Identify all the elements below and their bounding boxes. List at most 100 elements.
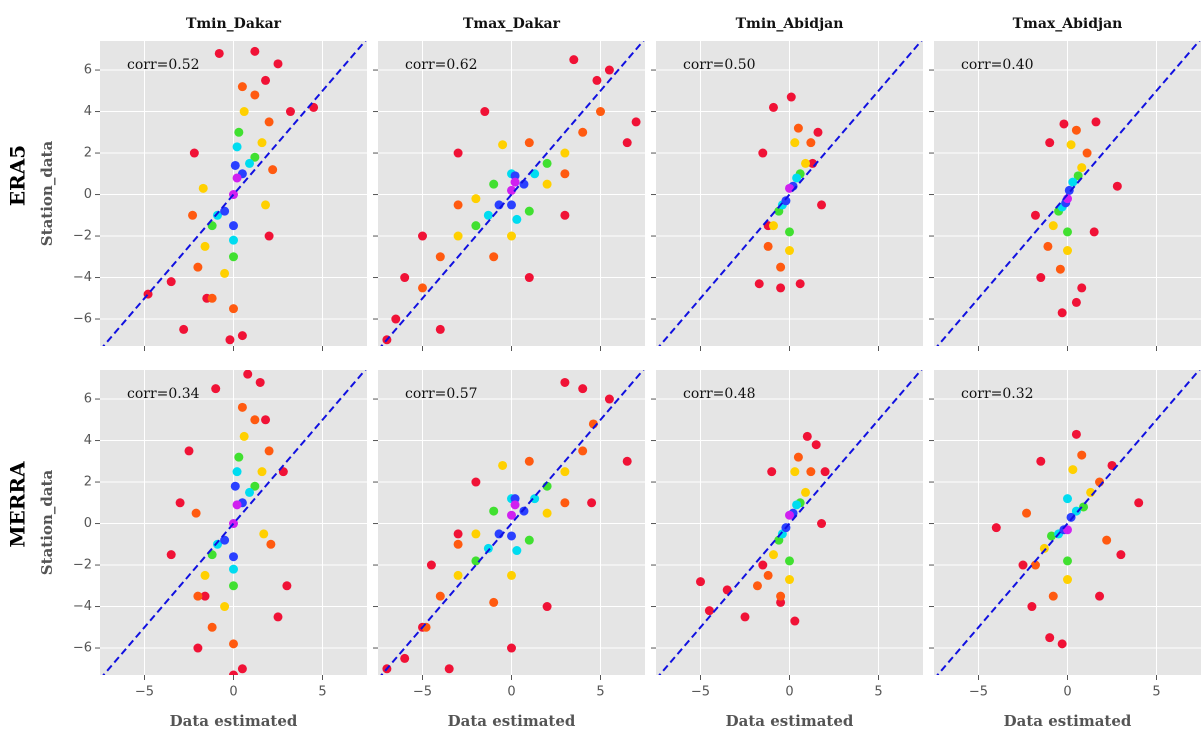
x-axis-label: Data estimated <box>1004 712 1132 730</box>
point <box>471 194 481 204</box>
panel: corr=0.40 Tmax_Abidjan <box>929 16 1201 351</box>
point <box>232 467 242 477</box>
point <box>391 314 401 324</box>
point <box>542 602 552 612</box>
point <box>1046 531 1056 541</box>
point <box>560 467 570 477</box>
point <box>542 158 552 168</box>
point <box>1027 602 1037 612</box>
x-tick-label: 5 <box>596 685 604 700</box>
y-tick-label: 6 <box>84 63 92 78</box>
point <box>435 252 445 262</box>
points <box>102 370 367 675</box>
point <box>188 210 198 220</box>
point <box>453 570 463 580</box>
points <box>380 41 645 346</box>
points <box>658 41 923 346</box>
point <box>792 500 802 510</box>
point <box>184 446 194 456</box>
y-tick-label: −2 <box>73 229 92 244</box>
point <box>255 377 265 387</box>
point <box>806 467 816 477</box>
point <box>264 446 274 456</box>
point <box>754 279 764 289</box>
point <box>813 127 823 137</box>
panel-title: Tmin_Dakar <box>186 16 282 32</box>
point <box>758 560 768 570</box>
point <box>426 560 436 570</box>
point <box>1112 181 1122 191</box>
point <box>510 500 520 510</box>
point <box>1066 512 1076 522</box>
point <box>507 231 516 241</box>
point <box>507 510 516 520</box>
panel: −5 0 5 corr=0.48 Data estimated <box>651 370 923 730</box>
panel: corr=0.50 Tmin_Abidjan <box>651 16 923 351</box>
point <box>1045 633 1055 643</box>
annotation: corr=0.48 <box>683 386 756 402</box>
point <box>230 160 240 170</box>
point <box>507 570 516 580</box>
point <box>604 394 614 404</box>
point <box>229 670 238 675</box>
point <box>1066 140 1076 150</box>
point <box>801 158 811 168</box>
x-tick-label: 5 <box>1152 685 1160 700</box>
point <box>1082 148 1092 158</box>
point <box>453 200 463 210</box>
y-tick-label: −6 <box>73 312 92 327</box>
point <box>752 581 762 591</box>
point <box>250 481 260 491</box>
point <box>250 90 260 100</box>
panel: −5 0 5 corr=0.57 Data estimated <box>373 370 645 730</box>
point <box>229 564 238 574</box>
point <box>817 519 827 529</box>
x-tick-label: 5 <box>318 685 326 700</box>
point <box>578 446 588 456</box>
row-label: MERRA <box>6 461 30 548</box>
panel-title: Tmax_Dakar <box>463 16 561 32</box>
point <box>1068 177 1078 187</box>
point <box>1045 138 1055 148</box>
point <box>229 252 238 262</box>
point <box>250 46 260 56</box>
point <box>191 508 201 518</box>
point <box>524 535 534 545</box>
point <box>1068 465 1078 475</box>
y-tick-label: −2 <box>73 558 92 573</box>
point <box>785 510 794 520</box>
point <box>792 173 802 183</box>
point <box>166 550 176 560</box>
point <box>817 200 827 210</box>
point <box>234 452 244 462</box>
point <box>524 273 534 283</box>
point <box>763 241 773 251</box>
point <box>1071 125 1081 135</box>
point <box>1030 560 1040 570</box>
annotation: corr=0.50 <box>683 57 756 73</box>
x-tick-label: 0 <box>507 685 515 700</box>
point <box>220 206 230 216</box>
point <box>560 169 570 179</box>
point <box>435 591 445 601</box>
x-tick-label: 5 <box>874 685 882 700</box>
point <box>400 653 410 663</box>
point <box>453 539 463 549</box>
point <box>542 179 552 189</box>
point <box>1036 456 1046 466</box>
point <box>560 377 570 387</box>
point <box>453 529 463 539</box>
point <box>229 221 238 231</box>
point <box>261 415 271 425</box>
x-axis-label: Data estimated <box>726 712 854 730</box>
point <box>250 415 260 425</box>
point <box>1057 639 1067 649</box>
point <box>507 200 516 210</box>
point <box>435 324 445 334</box>
point <box>806 138 816 148</box>
annotation: corr=0.62 <box>405 57 478 73</box>
point <box>631 117 641 127</box>
point <box>1048 591 1058 601</box>
point <box>1063 556 1072 566</box>
point <box>790 138 800 148</box>
